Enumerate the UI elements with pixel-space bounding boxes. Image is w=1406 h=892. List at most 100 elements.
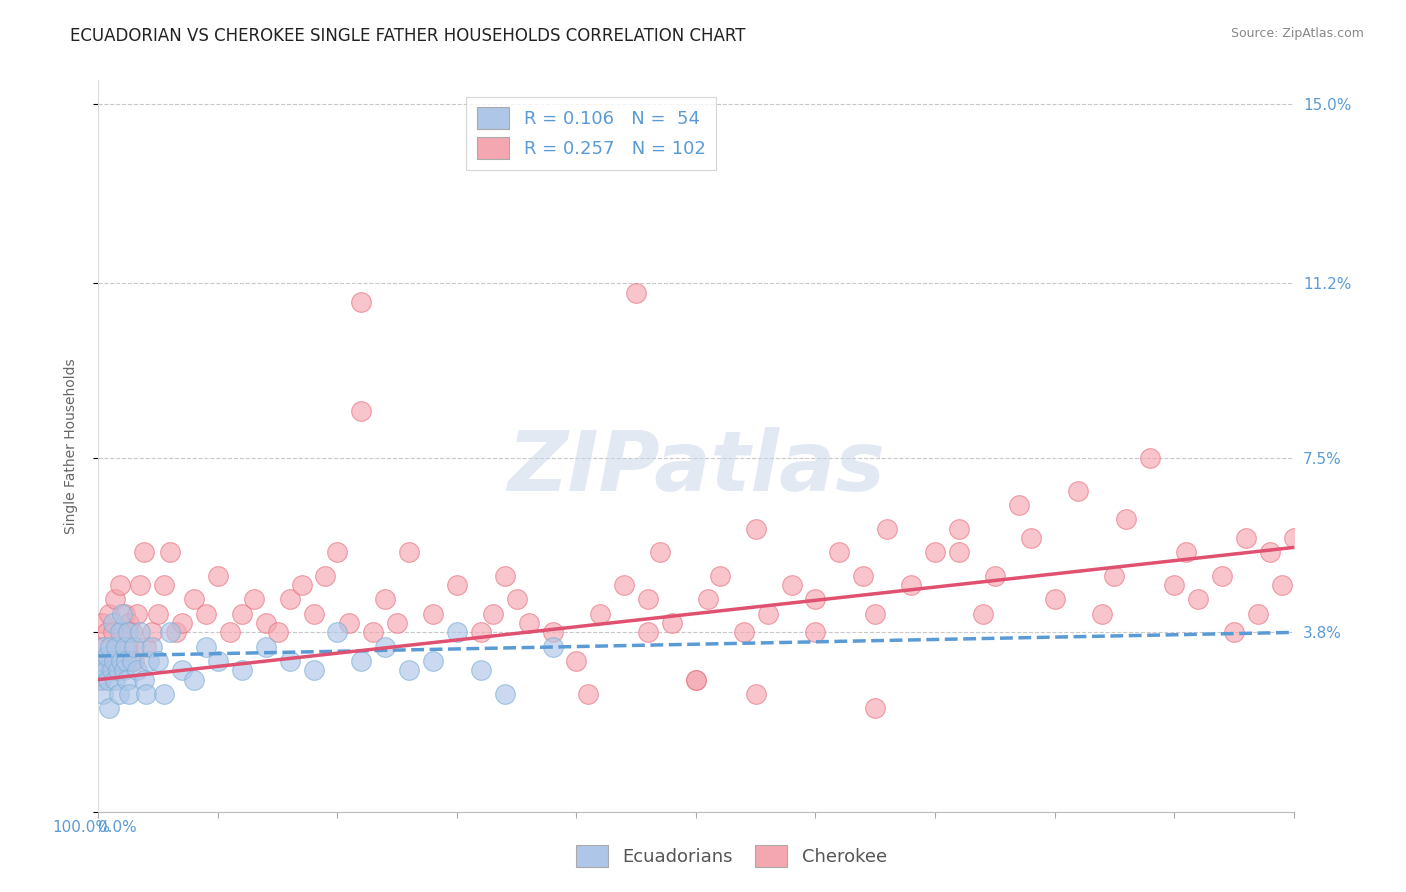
Point xyxy=(91,615,114,630)
Point xyxy=(900,578,922,592)
Point xyxy=(231,607,253,621)
Point xyxy=(1139,450,1161,465)
Point xyxy=(121,654,143,668)
Point xyxy=(96,625,118,640)
Point xyxy=(159,545,181,559)
Point xyxy=(219,625,242,640)
Point xyxy=(756,607,779,621)
Point xyxy=(506,592,529,607)
Point xyxy=(1115,512,1137,526)
Point xyxy=(153,687,176,701)
Point xyxy=(107,663,129,677)
Point xyxy=(105,640,128,654)
Point xyxy=(948,545,970,559)
Point xyxy=(141,625,163,640)
Point xyxy=(117,625,139,640)
Point xyxy=(697,592,720,607)
Point xyxy=(254,640,277,654)
Point xyxy=(172,663,194,677)
Point xyxy=(1019,531,1042,545)
Point xyxy=(589,607,612,621)
Point xyxy=(398,663,420,677)
Point xyxy=(541,640,564,654)
Point xyxy=(89,673,111,687)
Point xyxy=(101,625,124,640)
Point xyxy=(350,403,373,417)
Point xyxy=(195,640,218,654)
Point xyxy=(101,615,124,630)
Point xyxy=(470,625,492,640)
Text: Source: ZipAtlas.com: Source: ZipAtlas.com xyxy=(1230,27,1364,40)
Point xyxy=(1187,592,1209,607)
Point xyxy=(112,663,135,677)
Point xyxy=(183,673,205,687)
Point xyxy=(780,578,803,592)
Point xyxy=(135,687,157,701)
Point xyxy=(98,701,121,715)
Point xyxy=(326,625,349,640)
Point xyxy=(422,607,444,621)
Point xyxy=(350,295,373,310)
Point xyxy=(315,568,337,582)
Point xyxy=(124,640,146,654)
Point xyxy=(482,607,505,621)
Point xyxy=(1091,607,1114,621)
Point xyxy=(446,625,468,640)
Point xyxy=(91,654,114,668)
Point xyxy=(876,522,898,536)
Point xyxy=(267,625,290,640)
Point xyxy=(865,607,887,621)
Point xyxy=(148,607,170,621)
Point xyxy=(745,687,768,701)
Point xyxy=(1211,568,1233,582)
Point xyxy=(115,673,138,687)
Point xyxy=(135,640,157,654)
Point xyxy=(121,625,143,640)
Point xyxy=(98,640,122,654)
Point xyxy=(745,522,768,536)
Point xyxy=(828,545,851,559)
Point xyxy=(626,285,648,300)
Point xyxy=(243,592,266,607)
Point xyxy=(541,625,564,640)
Point xyxy=(1163,578,1185,592)
Point xyxy=(118,687,141,701)
Point xyxy=(254,615,277,630)
Point xyxy=(339,615,361,630)
Point xyxy=(1223,625,1246,640)
Point xyxy=(650,545,672,559)
Point xyxy=(107,687,129,701)
Point xyxy=(104,592,127,607)
Point xyxy=(110,654,132,668)
Point xyxy=(613,578,636,592)
Point xyxy=(1258,545,1281,559)
Point xyxy=(111,607,134,621)
Point xyxy=(278,654,301,668)
Point xyxy=(172,615,194,630)
Point xyxy=(1175,545,1198,559)
Point xyxy=(1247,607,1270,621)
Point xyxy=(98,607,121,621)
Legend: Ecuadorians, Cherokee: Ecuadorians, Cherokee xyxy=(568,838,894,874)
Point xyxy=(1067,483,1090,498)
Point xyxy=(398,545,420,559)
Point xyxy=(195,607,218,621)
Point xyxy=(153,578,176,592)
Point xyxy=(422,654,444,668)
Point xyxy=(948,522,970,536)
Point xyxy=(1271,578,1294,592)
Point xyxy=(685,673,707,687)
Point xyxy=(374,640,396,654)
Point xyxy=(107,640,129,654)
Point xyxy=(637,625,659,640)
Point xyxy=(709,568,731,582)
Point xyxy=(661,615,683,630)
Point xyxy=(865,701,887,715)
Point xyxy=(494,687,516,701)
Point xyxy=(114,607,136,621)
Point xyxy=(1008,498,1031,512)
Point xyxy=(446,578,468,592)
Point xyxy=(517,615,540,630)
Point xyxy=(363,625,385,640)
Point xyxy=(132,673,155,687)
